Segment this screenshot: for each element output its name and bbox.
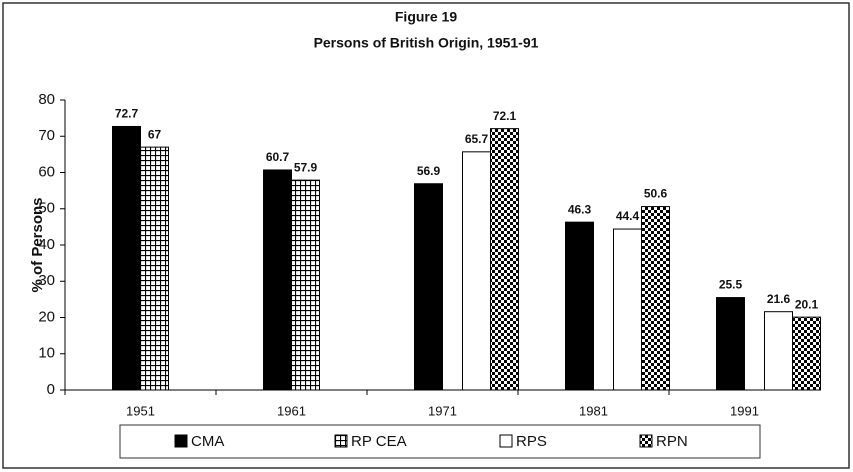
legend-swatch: [334, 434, 348, 448]
x-tick-label: 1951: [126, 403, 155, 418]
y-tick-label: 60: [38, 163, 55, 180]
y-tick-label: 50: [38, 200, 55, 217]
y-tick-label: 10: [38, 345, 55, 362]
data-label: 57.9: [294, 160, 318, 174]
legend-label: RPS: [516, 433, 547, 450]
legend-swatch: [639, 434, 653, 448]
x-tick-label: 1991: [730, 403, 759, 418]
data-label: 21.6: [767, 292, 791, 306]
data-label: 50.6: [644, 187, 668, 201]
chart-subtitle: Persons of British Origin, 1951-91: [314, 35, 539, 51]
y-tick-label: 80: [38, 91, 55, 108]
data-label: 46.3: [568, 202, 592, 216]
bar: [764, 311, 793, 391]
data-label: 72.7: [115, 107, 139, 121]
y-tick-label: 30: [38, 272, 55, 289]
bar: [291, 179, 320, 391]
bar: [263, 169, 292, 391]
legend-swatch: [174, 434, 188, 448]
data-label: 44.4: [616, 209, 640, 223]
y-tick-label: 20: [38, 308, 55, 325]
bar: [716, 297, 745, 391]
data-label: 20.1: [795, 297, 819, 311]
data-label: 25.5: [719, 278, 743, 292]
data-label: 67: [148, 127, 162, 141]
y-tick-label: 70: [38, 127, 55, 144]
data-label: 65.7: [465, 132, 489, 146]
y-tick-label: 40: [38, 236, 55, 253]
y-axis-label: % of Persons: [29, 197, 46, 292]
data-label: 72.1: [493, 109, 517, 123]
x-tick-label: 1971: [428, 403, 457, 418]
legend-box: [119, 424, 761, 459]
bar: [565, 221, 594, 391]
bar: [792, 316, 821, 391]
bar: [613, 228, 642, 391]
data-label: 56.9: [417, 164, 441, 178]
bar: [414, 183, 443, 391]
y-tick-label: 0: [47, 381, 55, 398]
legend-swatch: [499, 434, 513, 448]
x-tick-label: 1981: [579, 403, 608, 418]
bar: [641, 206, 670, 391]
x-tick-label: 1961: [277, 403, 306, 418]
legend-label: RP CEA: [351, 433, 407, 450]
bar: [112, 125, 141, 391]
legend-label: RPN: [656, 433, 688, 450]
bar: [462, 151, 491, 391]
bar: [140, 146, 169, 391]
bar: [490, 128, 519, 391]
chart-title: Figure 19: [395, 9, 457, 25]
data-label: 60.7: [266, 150, 290, 164]
legend-label: CMA: [191, 433, 224, 450]
